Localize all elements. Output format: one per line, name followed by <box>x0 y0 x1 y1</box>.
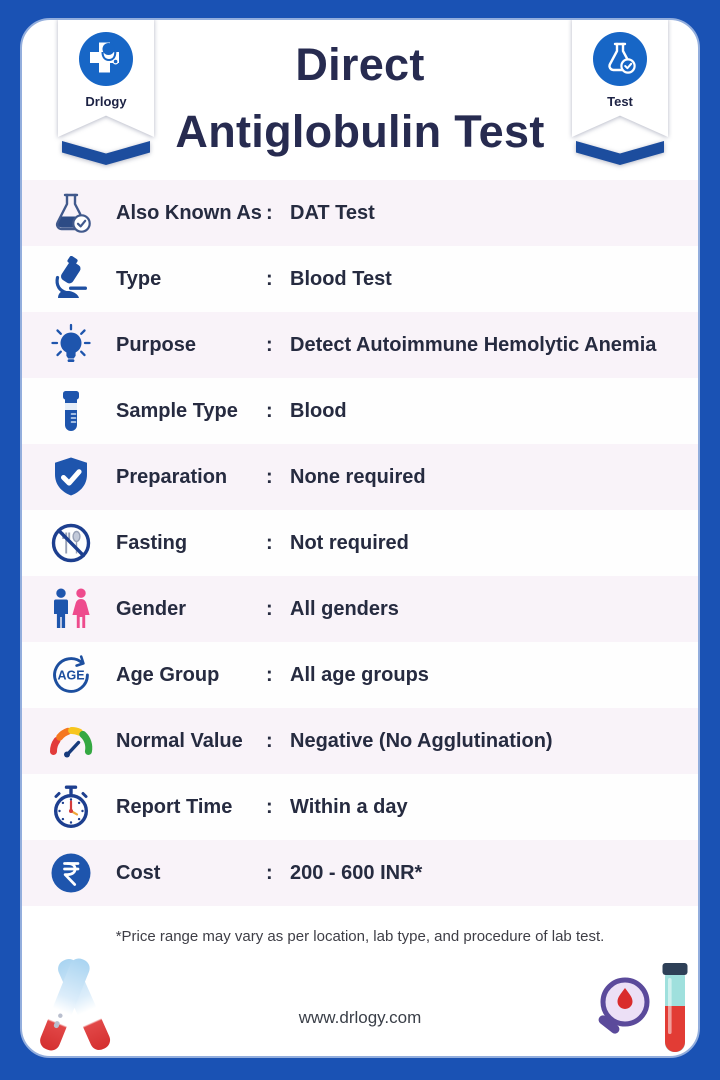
row-value: Blood Test <box>290 267 392 290</box>
drlogy-badge: Drlogy <box>58 20 154 165</box>
row-separator: : <box>266 399 273 422</box>
row-value: Not required <box>290 531 409 554</box>
test-badge: Test <box>572 20 668 165</box>
shield-check-icon <box>48 454 94 500</box>
no-fasting-icon <box>48 520 94 566</box>
gender-icon <box>48 586 94 632</box>
row-value: None required <box>290 465 426 488</box>
row-label: Purpose <box>116 333 197 356</box>
list-item: Also Known As : DAT Test <box>22 180 698 246</box>
list-item: Normal Value : Negative (No Agglutinatio… <box>22 708 698 774</box>
drlogy-badge-label: Drlogy <box>85 94 127 109</box>
row-separator: : <box>266 729 273 752</box>
test-flask-badge-icon <box>591 30 649 88</box>
row-value: All age groups <box>290 663 429 686</box>
poster-card: Drlogy Direct Antiglobulin Test Test Als… <box>20 18 700 1058</box>
row-value: Blood <box>290 399 347 422</box>
drlogy-badge-ribbon: Drlogy <box>58 20 154 137</box>
row-label: Cost <box>116 861 161 884</box>
row-separator: : <box>266 333 273 356</box>
row-separator: : <box>266 201 273 224</box>
title-line-2: Antiglobulin Test <box>175 105 545 157</box>
sample-tube-icon <box>48 388 94 434</box>
svg-text:AGE: AGE <box>57 669 84 683</box>
microscope-icon <box>48 256 94 302</box>
row-separator: : <box>266 861 273 884</box>
header: Drlogy Direct Antiglobulin Test Test <box>22 20 698 180</box>
chevron-down-icon <box>576 141 664 165</box>
age-group-icon: AGE <box>48 652 94 698</box>
price-footnote: *Price range may vary as per location, l… <box>115 928 605 945</box>
list-item: Cost : 200 - 600 INR* <box>22 840 698 906</box>
row-separator: : <box>266 663 273 686</box>
row-label: Type <box>116 267 162 290</box>
row-label: Fasting <box>116 531 188 554</box>
row-value: Detect Autoimmune Hemolytic Anemia <box>290 333 657 356</box>
row-value: 200 - 600 INR* <box>290 861 423 884</box>
row-separator: : <box>266 795 273 818</box>
row-separator: : <box>266 267 273 290</box>
chevron-down-icon <box>62 141 150 165</box>
list-item: Fasting : Not required <box>22 510 698 576</box>
gauge-icon <box>48 718 94 764</box>
lightbulb-icon <box>48 322 94 368</box>
list-item: Purpose : Detect Autoimmune Hemolytic An… <box>22 312 698 378</box>
list-item: Preparation : None required <box>22 444 698 510</box>
website-url: www.drlogy.com <box>298 1008 422 1027</box>
row-label: Sample Type <box>116 399 238 422</box>
crossed-test-strips-illustration <box>24 954 130 1056</box>
list-item: Sample Type : Blood <box>22 378 698 444</box>
row-value: All genders <box>290 597 399 620</box>
row-value: Within a day <box>290 795 408 818</box>
row-label: Also Known As <box>116 201 262 224</box>
test-badge-label: Test <box>607 94 633 109</box>
rupee-circle-icon <box>48 850 94 896</box>
row-value: DAT Test <box>290 201 375 224</box>
test-badge-ribbon: Test <box>572 20 668 137</box>
title-line-1: Direct <box>295 39 425 90</box>
row-label: Gender <box>116 597 187 620</box>
row-value: Negative (No Agglutination) <box>290 729 553 752</box>
list-item: Gender : All genders <box>22 576 698 642</box>
list-item: Type : Blood Test <box>22 246 698 312</box>
row-label: Report Time <box>116 795 233 818</box>
drlogy-logo-icon <box>77 30 135 88</box>
row-label: Age Group <box>116 663 220 686</box>
row-separator: : <box>266 465 273 488</box>
magnifier-blood-tube-illustration <box>582 960 698 1056</box>
list-item: Report Time : Within a day <box>22 774 698 840</box>
test-detail-list: Also Known As : DAT Test Type : Blood Te… <box>22 180 698 906</box>
row-label: Normal Value <box>116 729 243 752</box>
stopwatch-icon <box>48 784 94 830</box>
row-separator: : <box>266 597 273 620</box>
flask-check-icon <box>48 190 94 236</box>
row-separator: : <box>266 531 273 554</box>
row-label: Preparation <box>116 465 228 488</box>
page-title: Direct Antiglobulin Test <box>158 32 562 165</box>
list-item: AGE Age Group : All age groups <box>22 642 698 708</box>
